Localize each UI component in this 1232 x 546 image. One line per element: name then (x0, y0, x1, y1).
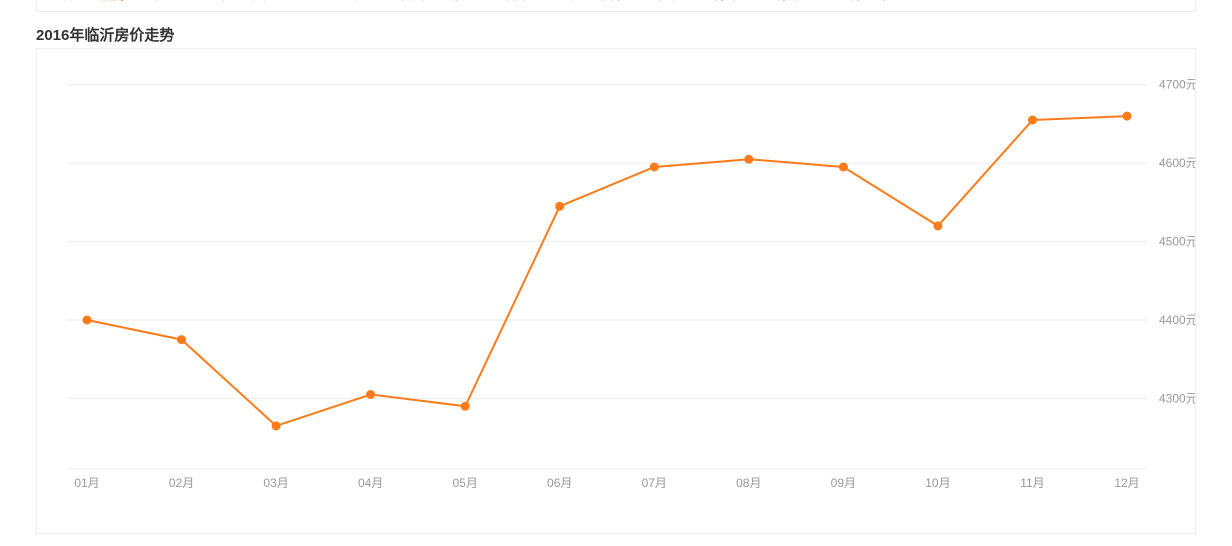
y-axis-label: 4500元 (1159, 235, 1195, 249)
x-axis-label: 11月 (1020, 476, 1044, 490)
data-point[interactable] (556, 202, 564, 210)
x-axis-label: 06月 (547, 476, 572, 490)
data-point[interactable] (1029, 116, 1037, 124)
x-axis-label: 08月 (736, 476, 761, 490)
chart-container: 4300元 4400元 4500元 4600元 4700元 01月 02月 03月 04月 05月… (36, 48, 1196, 534)
data-point[interactable] (1123, 112, 1131, 120)
x-axis-label: 03月 (263, 476, 288, 490)
series-line (87, 116, 1127, 426)
y-axis-label: 4600元 (1159, 156, 1195, 170)
data-point[interactable] (178, 336, 186, 344)
y-axis-label: 4700元 (1159, 78, 1195, 92)
x-axis-label: 05月 (453, 476, 478, 490)
data-point[interactable] (745, 155, 753, 163)
data-point[interactable] (83, 316, 91, 324)
x-axis-label: 02月 (169, 476, 194, 490)
data-point[interactable] (367, 391, 375, 399)
y-axis-label: 4300元 (1159, 391, 1195, 405)
chart-title: 2016年临沂房价走势 (36, 24, 174, 45)
data-point[interactable] (461, 402, 469, 410)
x-axis-label: 10月 (925, 476, 950, 490)
line-chart: 4300元 4400元 4500元 4600元 4700元 01月 02月 03月 04月 05月… (37, 49, 1195, 533)
x-axis-label: 07月 (642, 476, 667, 490)
y-axis-label: 4400元 (1159, 313, 1195, 327)
data-point[interactable] (650, 163, 658, 171)
x-axis-label: 09月 (831, 476, 856, 490)
filter-tabs: 全部热门市区兰山罗庄河东北城高新临港中国经济国家开发区特殊县特殊区河南区域 (36, 0, 1196, 12)
x-axis-label: 01月 (74, 476, 99, 490)
data-point[interactable] (839, 163, 847, 171)
data-point[interactable] (272, 422, 280, 430)
data-point[interactable] (934, 222, 942, 230)
x-axis-label: 04月 (358, 476, 383, 490)
x-axis-label: 12月 (1114, 476, 1139, 490)
